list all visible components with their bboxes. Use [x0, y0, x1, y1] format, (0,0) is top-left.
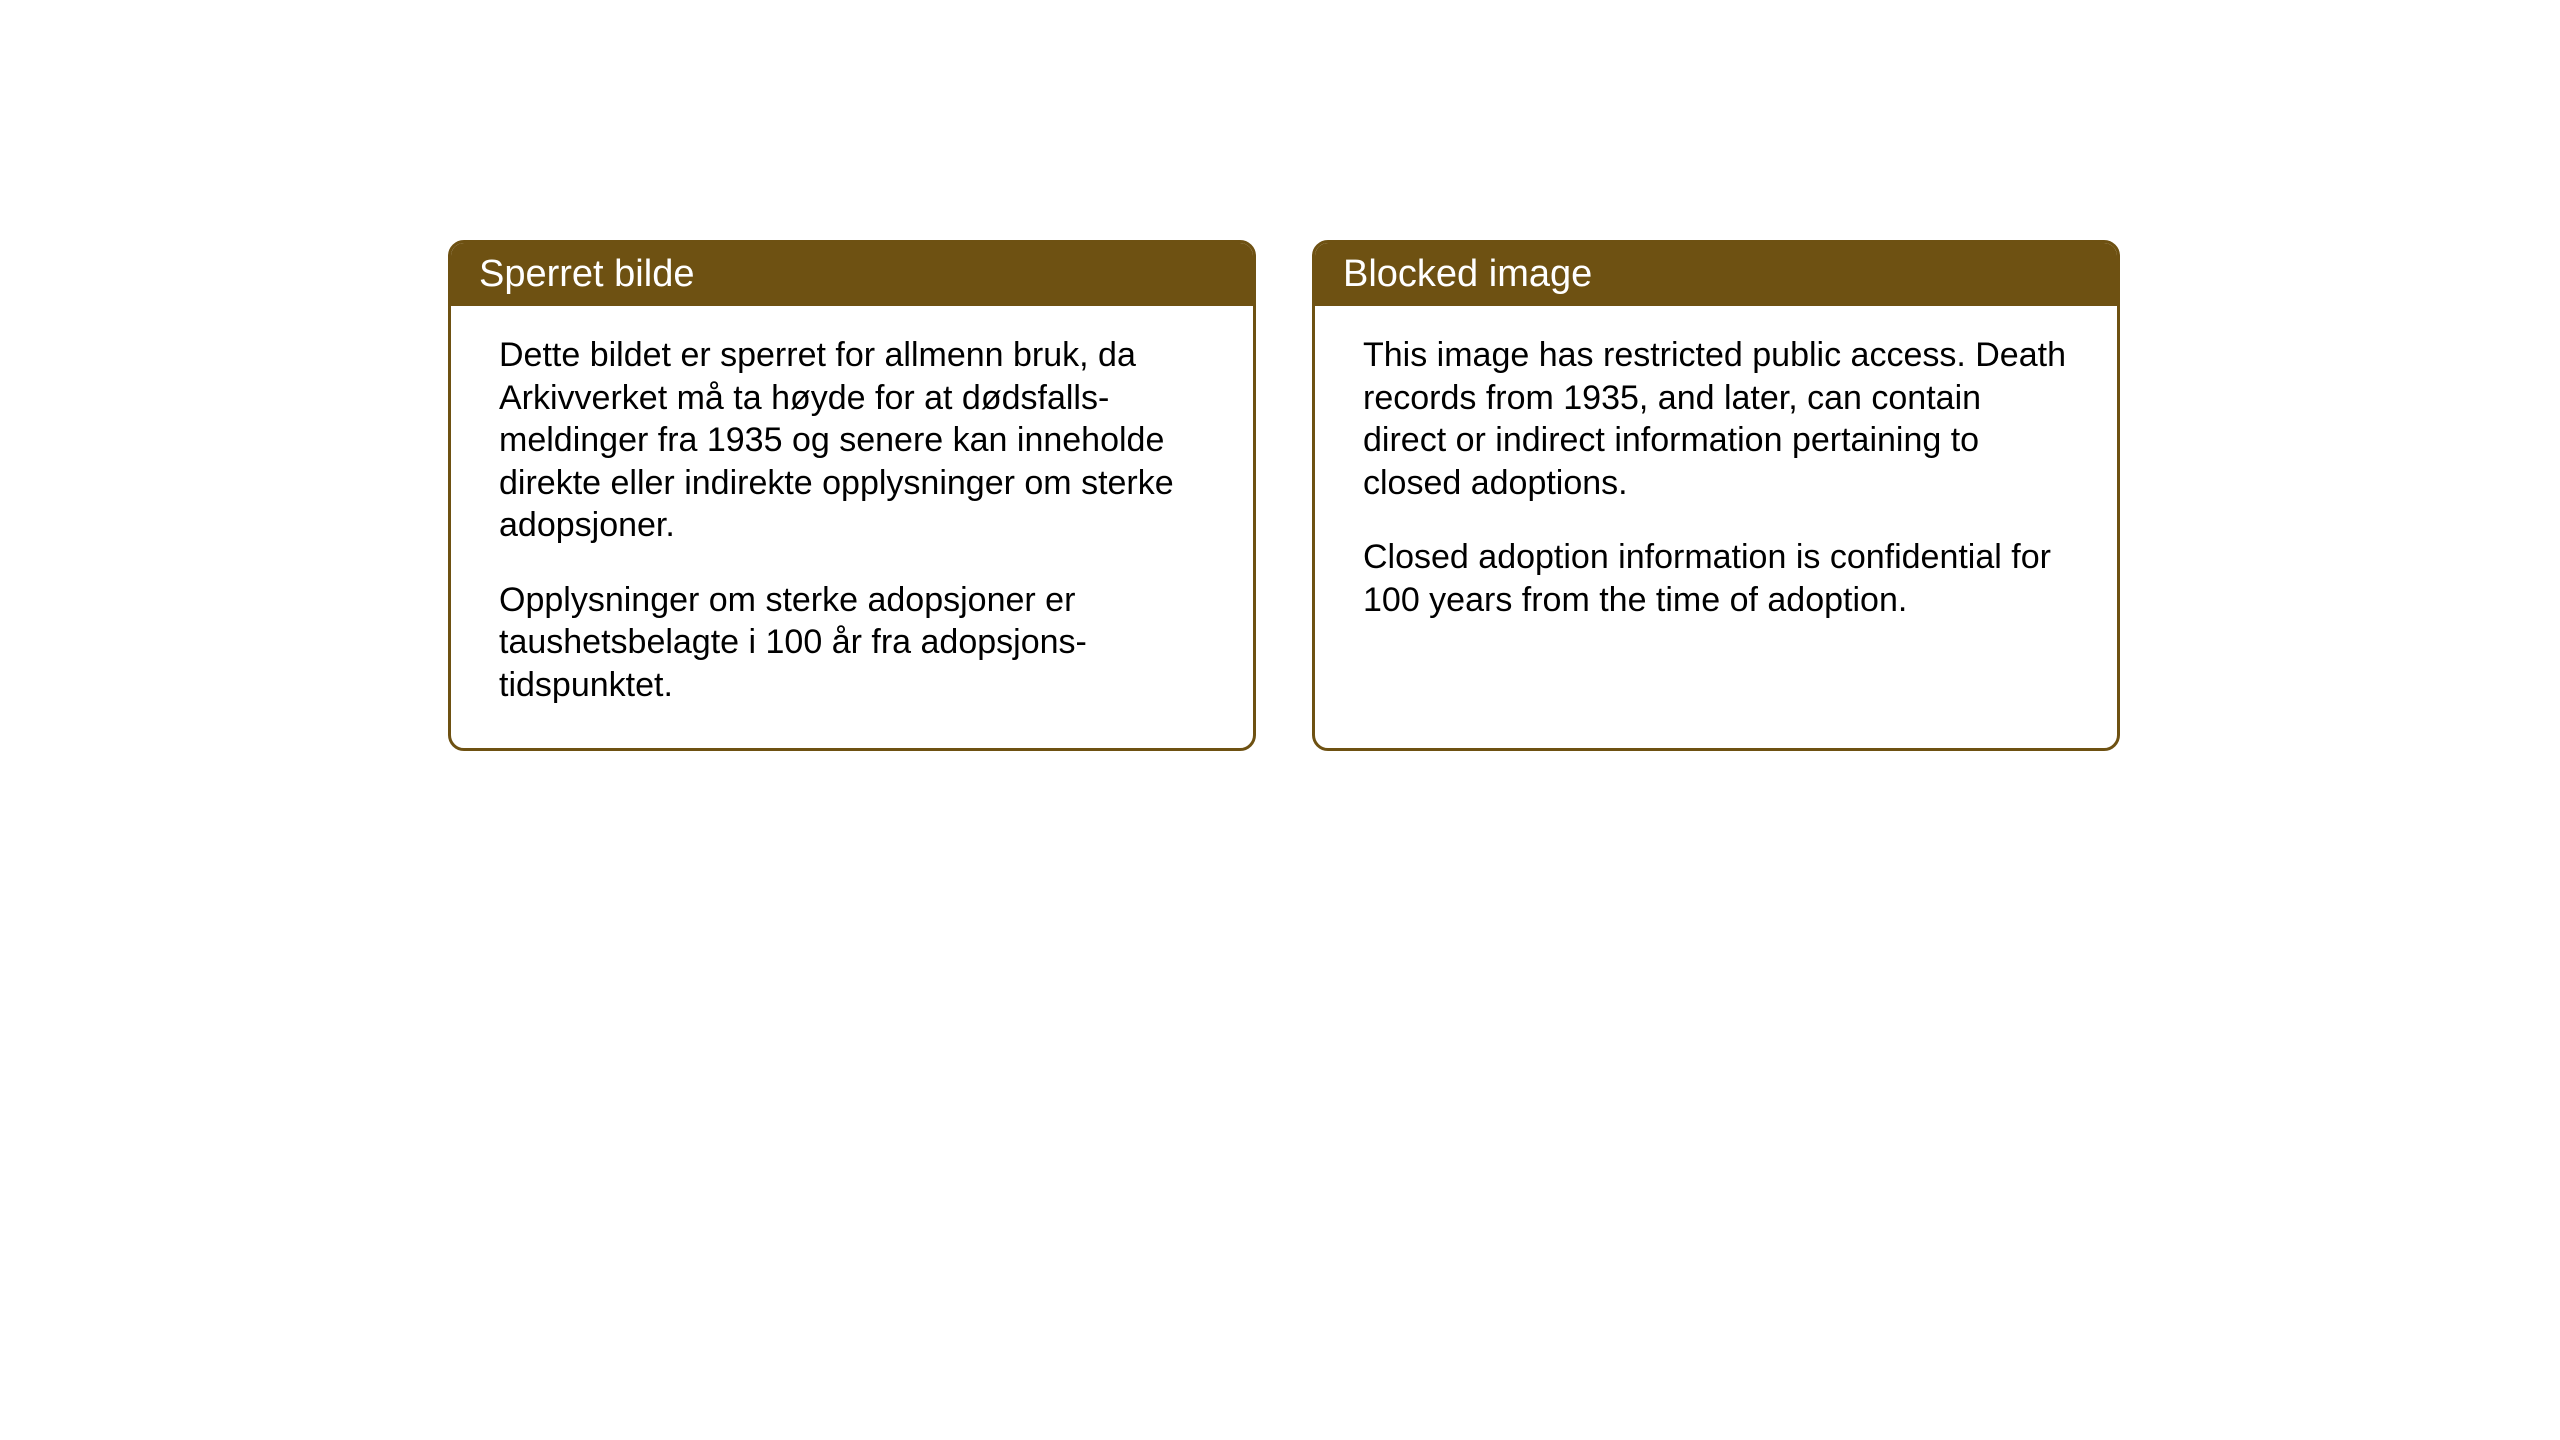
- notice-header-english: Blocked image: [1315, 243, 2117, 306]
- notice-body-english: This image has restricted public access.…: [1315, 306, 2117, 663]
- notice-paragraph-1-norwegian: Dette bildet er sperret for allmenn bruk…: [499, 334, 1205, 547]
- notice-box-english: Blocked image This image has restricted …: [1312, 240, 2120, 751]
- notice-paragraph-1-english: This image has restricted public access.…: [1363, 334, 2069, 504]
- notice-paragraph-2-english: Closed adoption information is confident…: [1363, 536, 2069, 621]
- notice-body-norwegian: Dette bildet er sperret for allmenn bruk…: [451, 306, 1253, 748]
- notice-header-norwegian: Sperret bilde: [451, 243, 1253, 306]
- notice-container: Sperret bilde Dette bildet er sperret fo…: [448, 240, 2120, 751]
- notice-paragraph-2-norwegian: Opplysninger om sterke adopsjoner er tau…: [499, 579, 1205, 707]
- notice-box-norwegian: Sperret bilde Dette bildet er sperret fo…: [448, 240, 1256, 751]
